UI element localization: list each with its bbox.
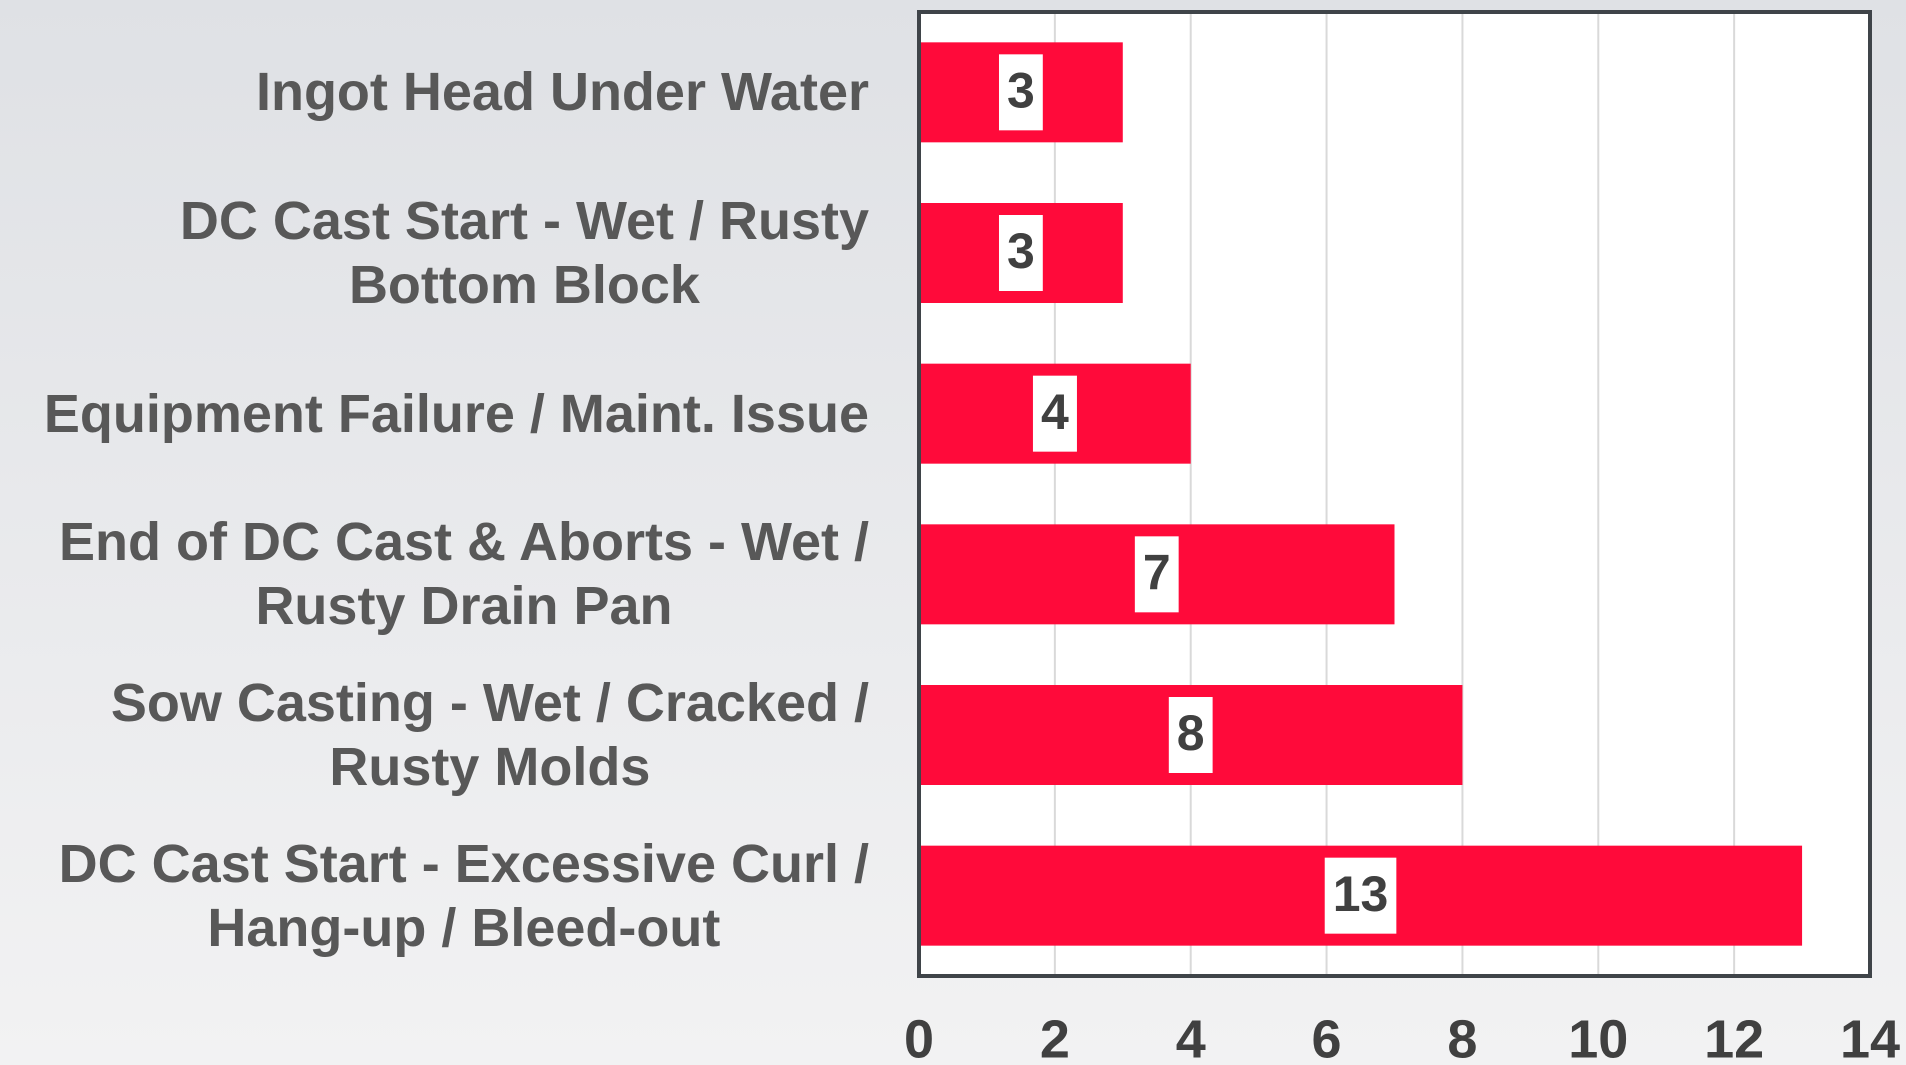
data-label: 7 <box>1143 545 1171 601</box>
plot-area <box>919 12 1870 976</box>
data-label-box <box>1324 857 1397 934</box>
y-tick-label: Sow Casting - Wet / Cracked / Rusty Mold… <box>110 673 869 797</box>
x-tick-label: 0 <box>904 1009 934 1065</box>
data-label: 4 <box>1041 384 1069 440</box>
y-tick-label: Equipment Failure / Maint. Issue <box>43 383 869 444</box>
data-label: 3 <box>1007 223 1035 279</box>
x-tick-label: 14 <box>1840 1009 1900 1065</box>
data-label: 8 <box>1177 705 1205 761</box>
data-label-box <box>1168 697 1213 773</box>
data-label: 13 <box>1333 866 1389 922</box>
y-tick-label: DC Cast Start - Wet / Rusty Bottom Block <box>179 191 869 315</box>
x-tick-label: 2 <box>1040 1009 1070 1065</box>
y-tick-label: End of DC Cast & Aborts - Wet / Rusty Dr… <box>59 512 869 637</box>
x-tick-label: 12 <box>1704 1009 1764 1065</box>
x-tick-label: 10 <box>1568 1009 1628 1065</box>
data-label-box <box>1032 375 1077 452</box>
y-tick-label: DC Cast Start - Excessive Curl / Hang-up… <box>58 833 869 958</box>
data-label-box <box>998 215 1043 291</box>
data-label: 3 <box>1007 63 1035 119</box>
plot-frame <box>917 10 1872 978</box>
x-tick-label: 4 <box>1176 1009 1206 1065</box>
data-label-box <box>1134 536 1179 613</box>
bars: 3 3 4 7 8 13 <box>919 42 1803 946</box>
x-tick-label: 6 <box>1312 1009 1342 1065</box>
y-tick-label: Ingot Head Under Water <box>255 62 869 123</box>
data-label-box <box>998 54 1043 131</box>
x-tick-label: 8 <box>1447 1009 1477 1065</box>
